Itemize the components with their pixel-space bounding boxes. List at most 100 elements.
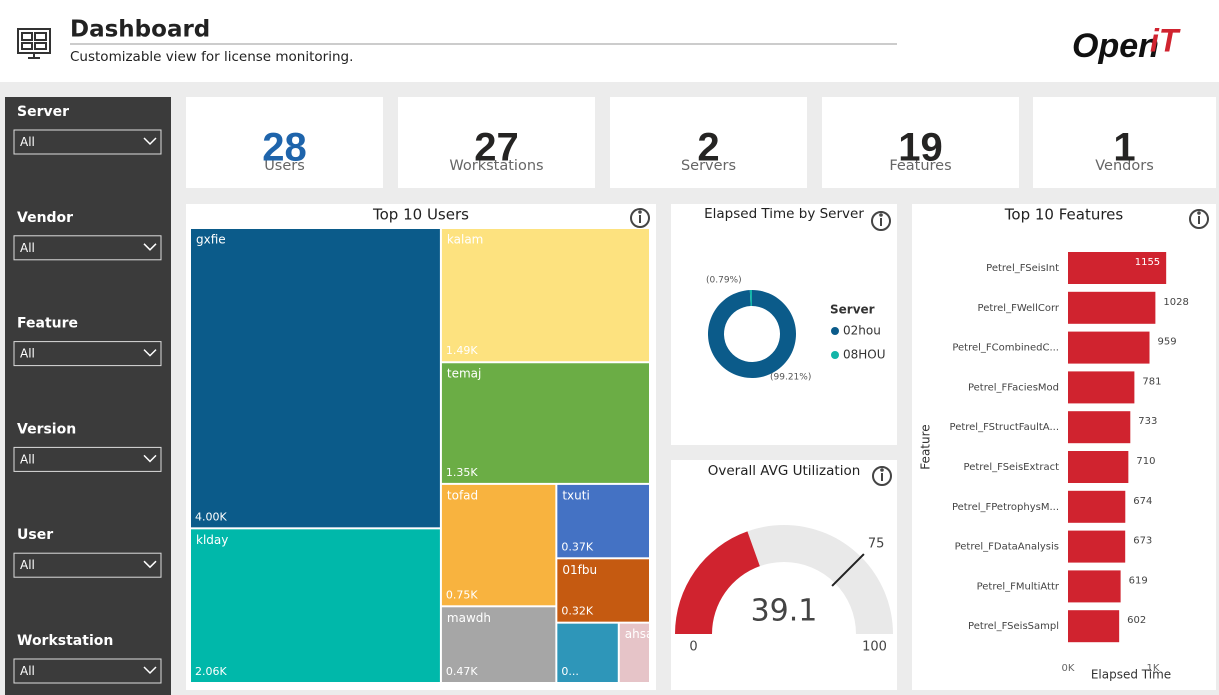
tile-label: kalam <box>447 233 483 247</box>
kpi-label: Workstations <box>449 158 543 174</box>
dropdown-chevron <box>143 666 157 675</box>
treemap-tile <box>441 229 649 362</box>
kpi-value: 1 <box>1113 126 1135 170</box>
bar-title: Top 10 Features <box>1004 206 1124 224</box>
bar-value: 1028 <box>1163 297 1188 308</box>
treemap-tile <box>557 559 649 622</box>
treemap-tile <box>441 607 556 682</box>
tile-label: gxfie <box>196 233 226 247</box>
kpi-card <box>398 97 595 188</box>
filter-value: All <box>20 135 35 149</box>
treemap-tile <box>557 484 649 558</box>
filter-value: All <box>20 347 35 361</box>
header-bar <box>0 0 1219 82</box>
gauge-max: 100 <box>862 640 887 655</box>
tile-label: 01fbu <box>562 563 597 577</box>
gauge-fill <box>675 531 760 634</box>
filter-dropdown[interactable] <box>13 658 162 684</box>
bar-value: 710 <box>1136 456 1155 467</box>
header-title: Dashboard <box>70 17 210 43</box>
tile-value: 0.75K <box>446 588 478 601</box>
kpi-label: Servers <box>681 158 736 174</box>
bar-value: 781 <box>1142 376 1161 387</box>
tile-value: 1.35K <box>446 466 478 479</box>
x-axis-title: Elapsed Time <box>1091 668 1171 682</box>
kpi-card <box>1033 97 1216 188</box>
filter-value: All <box>20 664 35 678</box>
filter-label: Feature <box>17 316 78 332</box>
kpi-value: 28 <box>262 126 307 170</box>
logo-accent: iT <box>1150 22 1181 58</box>
bar <box>1068 371 1135 404</box>
bar <box>1068 490 1126 523</box>
bar-value: 959 <box>1158 337 1177 348</box>
filter-value: All <box>20 241 35 255</box>
filter-dropdown[interactable] <box>13 129 162 155</box>
kpi-value: 2 <box>697 126 719 170</box>
legend-label: 08HOU <box>843 348 886 362</box>
bar-value: 619 <box>1129 575 1148 586</box>
kpi-card <box>186 97 383 188</box>
treemap-tile <box>441 484 556 606</box>
tile-label: tofad <box>447 488 478 502</box>
treemap-tile <box>441 363 649 483</box>
y-tick-label: Petrel_FSeisExtract <box>964 462 1060 473</box>
tile-value: 0... <box>561 665 579 678</box>
treemap-title: Top 10 Users <box>372 206 469 224</box>
x-tick-label: 0K <box>1062 663 1075 674</box>
bar <box>1068 291 1156 324</box>
tile-value: 0.32K <box>561 605 593 618</box>
tile-value: 4.00K <box>195 510 227 523</box>
gauge-title: Overall AVG Utilization <box>708 463 861 479</box>
filter-label: Vendor <box>17 210 73 226</box>
bar <box>1068 331 1150 364</box>
filter-dropdown[interactable] <box>13 446 162 472</box>
bar <box>1068 610 1120 643</box>
tile-value: 0.47K <box>446 665 478 678</box>
tile-value: 2.06K <box>195 665 227 678</box>
donut-title: Elapsed Time by Server <box>704 206 864 222</box>
dashboard-icon <box>17 28 51 59</box>
tile-value: 0.37K <box>561 540 593 553</box>
legend-dot <box>831 351 839 359</box>
bar <box>1068 530 1126 563</box>
y-tick-label: Petrel_FWellCorr <box>978 303 1060 314</box>
bar-value: 733 <box>1138 416 1157 427</box>
y-tick-label: Petrel_FPetrophysM... <box>952 502 1059 513</box>
bar <box>1068 252 1167 284</box>
y-tick-label: Petrel_FMultiAttr <box>977 581 1060 592</box>
kpi-label: Vendors <box>1095 158 1154 174</box>
kpi-card <box>822 97 1019 188</box>
info-icons[interactable] <box>630 208 1209 486</box>
bar <box>1068 451 1129 483</box>
legend-label: 02hou <box>843 324 881 338</box>
filter-sidebar <box>5 97 171 695</box>
filter-value: All <box>20 558 35 572</box>
y-tick-label: Petrel_FSeisInt <box>986 263 1059 274</box>
x-tick-label: 1K <box>1147 663 1160 674</box>
y-tick-label: Petrel_FFaciesMod <box>968 382 1059 393</box>
bar <box>1068 570 1121 603</box>
dropdown-chevron <box>143 560 157 569</box>
filter-label: Server <box>17 104 69 120</box>
tile-value: 1.49K <box>446 344 478 357</box>
dropdown-chevron <box>143 137 157 146</box>
tile-label: klday <box>196 533 228 547</box>
bar <box>1068 411 1131 444</box>
donut-label: (0.79%) <box>706 276 742 286</box>
y-tick-label: Petrel_FDataAnalysis <box>955 542 1059 553</box>
legend-dot <box>831 327 839 335</box>
filter-dropdown[interactable] <box>13 341 162 367</box>
kpi-value: 27 <box>474 126 519 170</box>
filter-label: Workstation <box>17 633 113 649</box>
gauge-target <box>831 553 865 587</box>
filter-dropdown[interactable] <box>13 552 162 578</box>
tile-label: temaj <box>447 367 481 381</box>
filter-dropdown[interactable] <box>13 235 162 261</box>
treemap-tile <box>619 623 649 682</box>
donut-slice <box>749 290 752 307</box>
dropdown-chevron <box>143 349 157 357</box>
bar-value: 673 <box>1133 536 1152 547</box>
bar-value: 602 <box>1127 615 1146 626</box>
